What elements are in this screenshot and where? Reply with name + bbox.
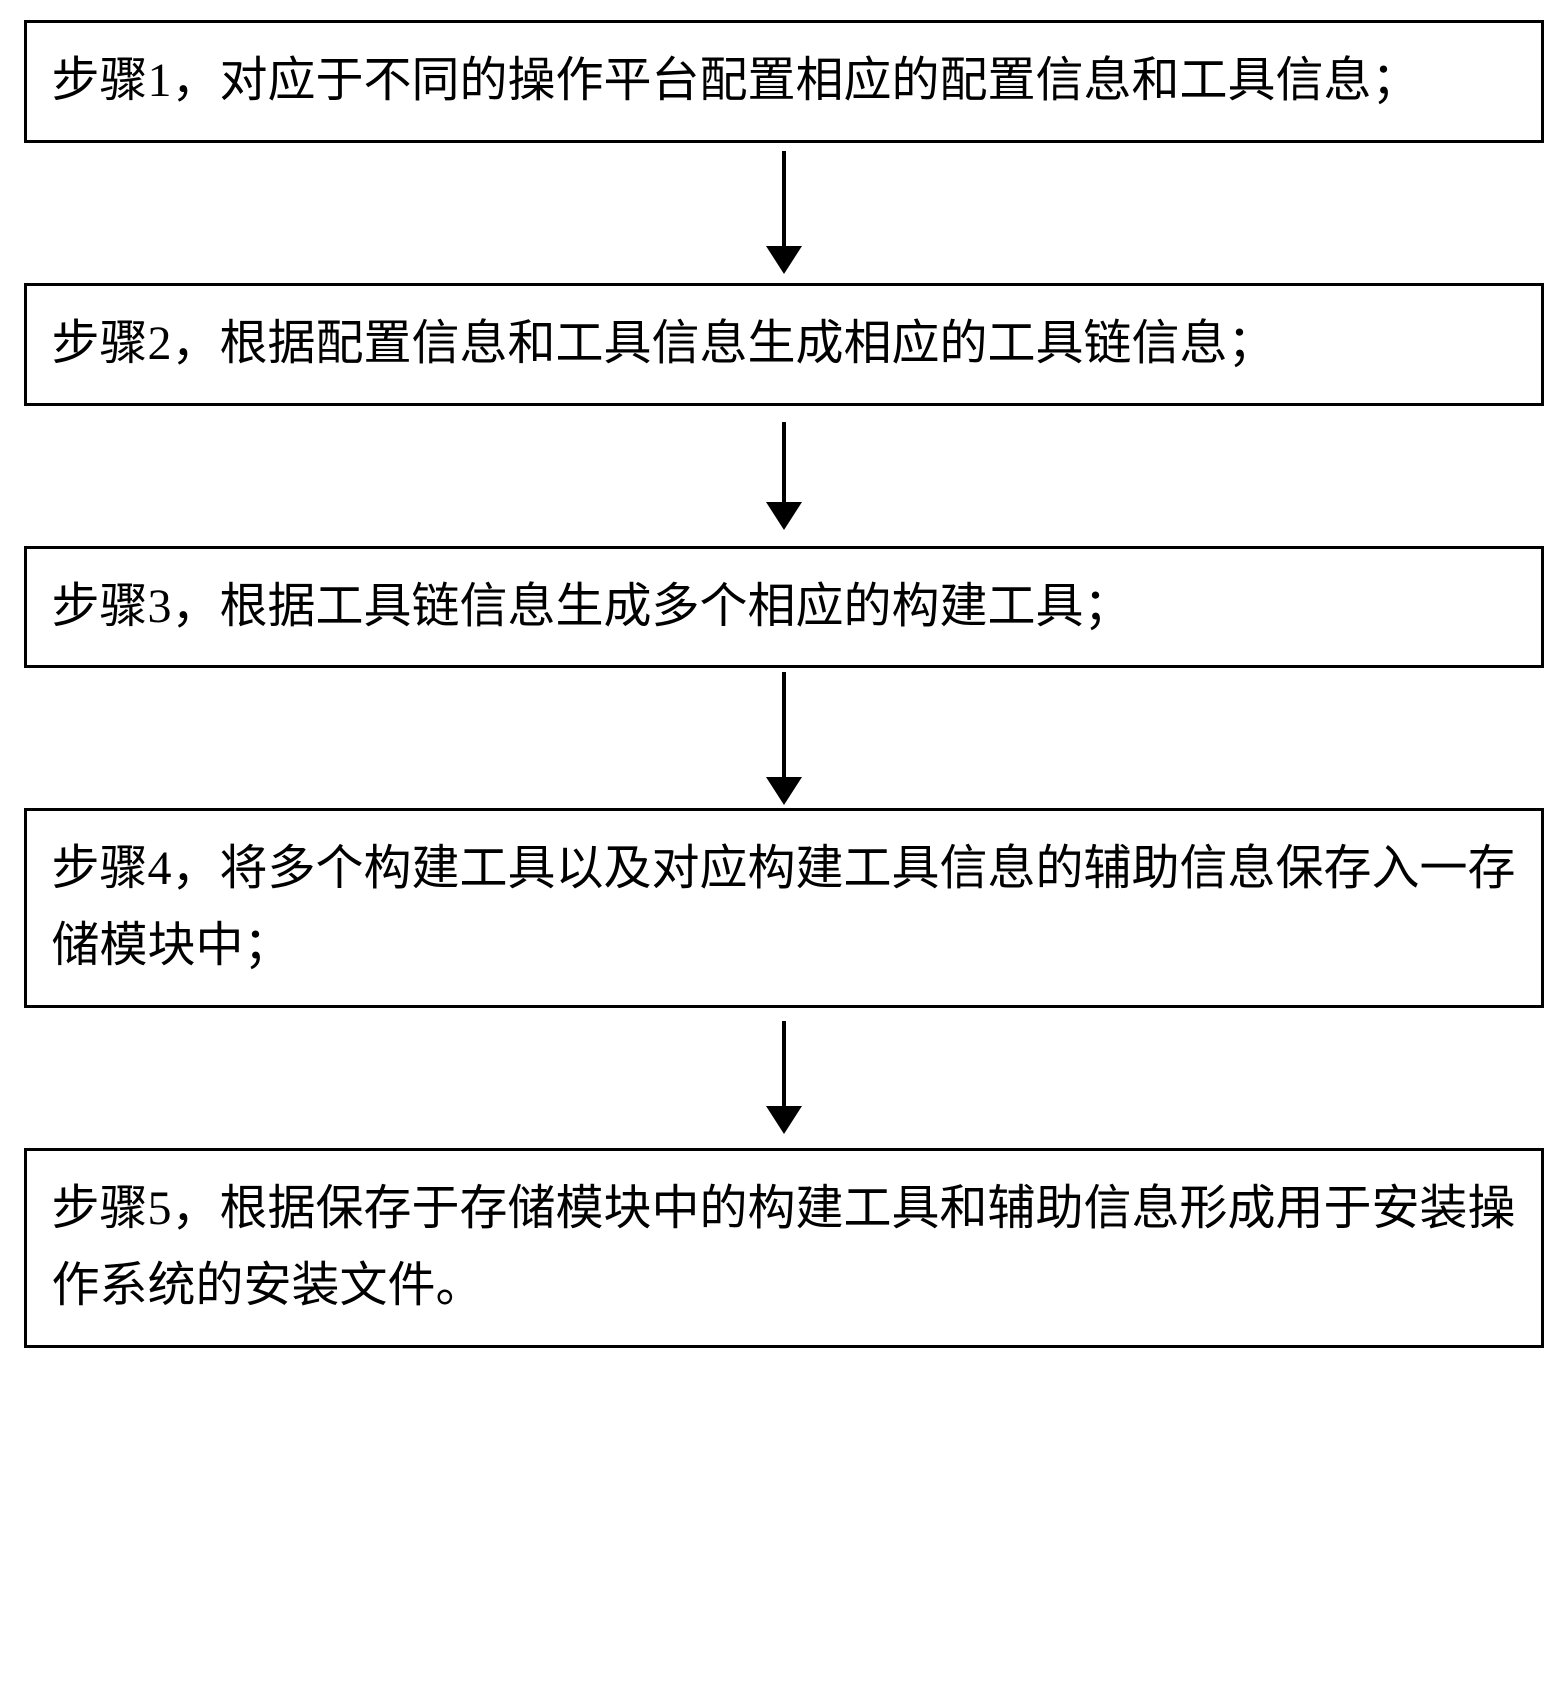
- arrow-4: [766, 1008, 802, 1148]
- arrow-head-4: [766, 1106, 802, 1134]
- step-box-3: 步骤3，根据工具链信息生成多个相应的构建工具；: [24, 546, 1544, 669]
- arrow-head-2: [766, 502, 802, 530]
- step-text-5: 步骤5，根据保存于存储模块中的构建工具和辅助信息形成用于安装操作系统的安装文件。: [52, 1182, 1516, 1312]
- arrow-2: [766, 406, 802, 546]
- arrow-line-3: [782, 672, 786, 777]
- arrow-3: [766, 668, 802, 808]
- step-text-1: 步骤1，对应于不同的操作平台配置相应的配置信息和工具信息；: [52, 54, 1420, 107]
- step-text-3: 步骤3，根据工具链信息生成多个相应的构建工具；: [52, 580, 1132, 633]
- arrow-line-2: [782, 422, 786, 502]
- flowchart-container: 步骤1，对应于不同的操作平台配置相应的配置信息和工具信息； 步骤2，根据配置信息…: [20, 20, 1547, 1348]
- arrow-line-1: [782, 151, 786, 246]
- step-text-4: 步骤4，将多个构建工具以及对应构建工具信息的辅助信息保存入一存储模块中；: [52, 842, 1516, 972]
- step-box-4: 步骤4，将多个构建工具以及对应构建工具信息的辅助信息保存入一存储模块中；: [24, 808, 1544, 1008]
- arrow-line-4: [782, 1021, 786, 1106]
- step-box-2: 步骤2，根据配置信息和工具信息生成相应的工具链信息；: [24, 283, 1544, 406]
- arrow-head-3: [766, 777, 802, 805]
- step-text-2: 步骤2，根据配置信息和工具信息生成相应的工具链信息；: [52, 317, 1276, 370]
- arrow-1: [766, 143, 802, 283]
- step-box-1: 步骤1，对应于不同的操作平台配置相应的配置信息和工具信息；: [24, 20, 1544, 143]
- arrow-head-1: [766, 246, 802, 274]
- step-box-5: 步骤5，根据保存于存储模块中的构建工具和辅助信息形成用于安装操作系统的安装文件。: [24, 1148, 1544, 1348]
